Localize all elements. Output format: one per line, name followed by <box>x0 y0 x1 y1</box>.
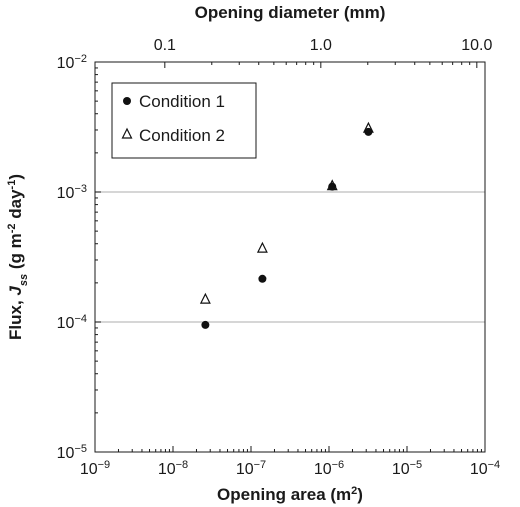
y-tick-label: 10−4 <box>57 313 87 332</box>
x-tick-label: 10−5 <box>392 459 422 478</box>
data-points <box>199 121 374 329</box>
axis-ticks <box>94 61 486 453</box>
plot-frame <box>94 61 486 453</box>
legend-marker-condition-2 <box>121 127 133 139</box>
point-condition-2 <box>199 292 211 304</box>
x2-axis-title: Opening diameter (mm) <box>195 3 386 22</box>
point-condition-2 <box>326 179 338 191</box>
y-tick-label: 10−2 <box>57 53 87 72</box>
x-tick-label: 10−8 <box>158 459 188 478</box>
legend-marker-condition-1 <box>123 97 131 105</box>
gridlines <box>95 191 485 323</box>
x-tick-label: 10−6 <box>314 459 344 478</box>
legend-label-condition-2: Condition 2 <box>139 126 225 145</box>
point-condition-1 <box>258 274 267 283</box>
point-condition-2 <box>256 241 268 253</box>
y-axis-title: Flux, Jss (g m-2 day-1) <box>6 174 30 340</box>
x-axis-title: Opening area (m2) <box>217 485 363 504</box>
legend-box <box>111 82 257 159</box>
point-condition-2 <box>362 121 374 133</box>
x-tick-label: 10−7 <box>236 459 266 478</box>
x-tick-label: 10−4 <box>470 459 500 478</box>
legend-label-condition-1: Condition 1 <box>139 92 225 111</box>
legend: Condition 1 Condition 2 <box>111 82 257 159</box>
point-condition-1 <box>201 320 210 329</box>
x2-tick-label: 10.0 <box>461 37 492 54</box>
x2-tick-label: 1.0 <box>310 37 332 54</box>
y-tick-label: 10−3 <box>57 183 87 202</box>
tick-labels: 10−9 10−8 10−7 10−6 10−5 10−4 10−5 10−4 10−3 10−2… <box>57 37 501 478</box>
x-tick-label: 10−9 <box>80 459 110 478</box>
x2-tick-label: 0.1 <box>154 37 176 54</box>
y-tick-label: 10−5 <box>57 443 87 462</box>
